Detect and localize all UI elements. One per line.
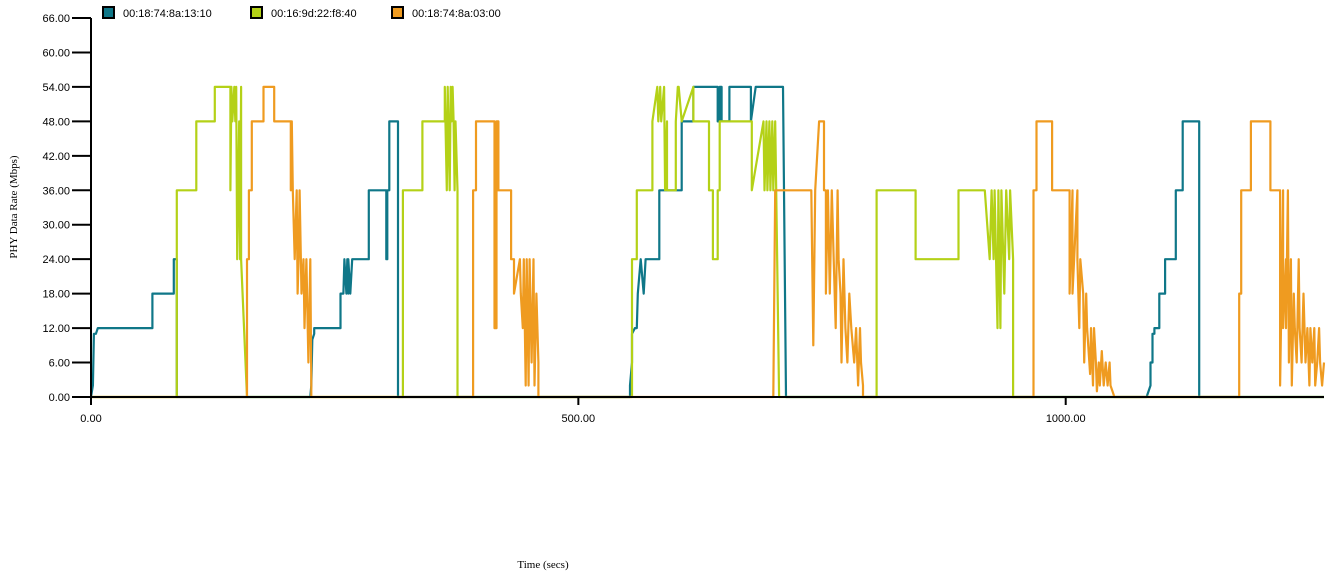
x-tick-label: 500.00 [562, 413, 596, 425]
legend-label-3: 00:18:74:8a:03:00 [412, 8, 501, 20]
series-line-2 [91, 85, 1324, 399]
legend: 00:18:74:8a:13:10 00:16:9d:22:f8:40 00:18:… [102, 6, 501, 20]
x-axis-title: Time (secs) [517, 559, 569, 571]
x-tick-label: 1000.00 [1046, 413, 1086, 425]
x-tick-label: 0.00 [80, 413, 101, 425]
legend-label-1: 00:18:74:8a:13:10 [123, 8, 212, 20]
y-tick-label: 60.00 [42, 47, 70, 59]
series-line-1 [89, 85, 1324, 399]
legend-swatch-1 [102, 6, 115, 19]
y-tick-label: 54.00 [42, 82, 70, 94]
plot-area [89, 85, 1326, 399]
series-line-3 [91, 85, 1326, 399]
legend-swatch-3 [391, 6, 404, 19]
y-tick-label: 42.00 [42, 151, 70, 163]
y-tick-label: 48.00 [42, 116, 70, 128]
y-tick-label: 24.00 [42, 254, 70, 266]
y-axis-title: PHY Data Rate (Mbps) [8, 155, 20, 258]
y-tick-label: 66.00 [42, 13, 70, 25]
y-tick-label: 18.00 [42, 289, 70, 301]
y-axis: 0.00 6.00 12.00 18.00 24.00 30.00 36.00 42.00 48… [42, 13, 92, 404]
y-tick-label: 30.00 [42, 220, 70, 232]
legend-swatch-2 [250, 6, 263, 19]
y-tick-label: 0.00 [49, 392, 70, 404]
x-axis: 0.00 500.00 1000.00 [80, 396, 1324, 425]
y-tick-label: 12.00 [42, 323, 70, 335]
legend-label-2: 00:16:9d:22:f8:40 [271, 8, 357, 20]
y-tick-label: 6.00 [49, 358, 70, 370]
y-tick-label: 36.00 [42, 185, 70, 197]
